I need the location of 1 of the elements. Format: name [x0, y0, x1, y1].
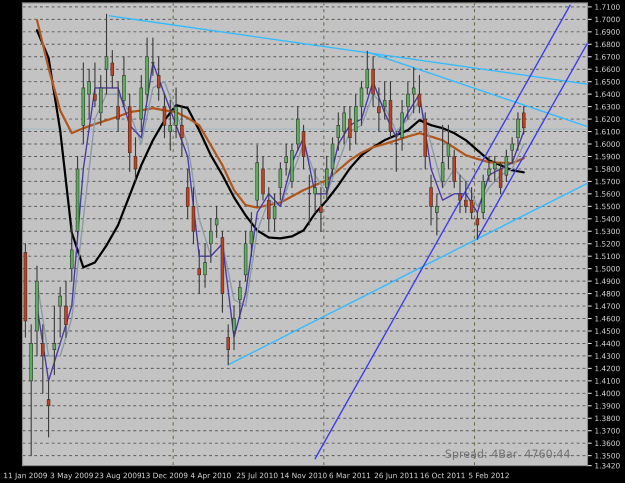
- annotation: Spread: 4Bar 4760:44: [446, 449, 570, 460]
